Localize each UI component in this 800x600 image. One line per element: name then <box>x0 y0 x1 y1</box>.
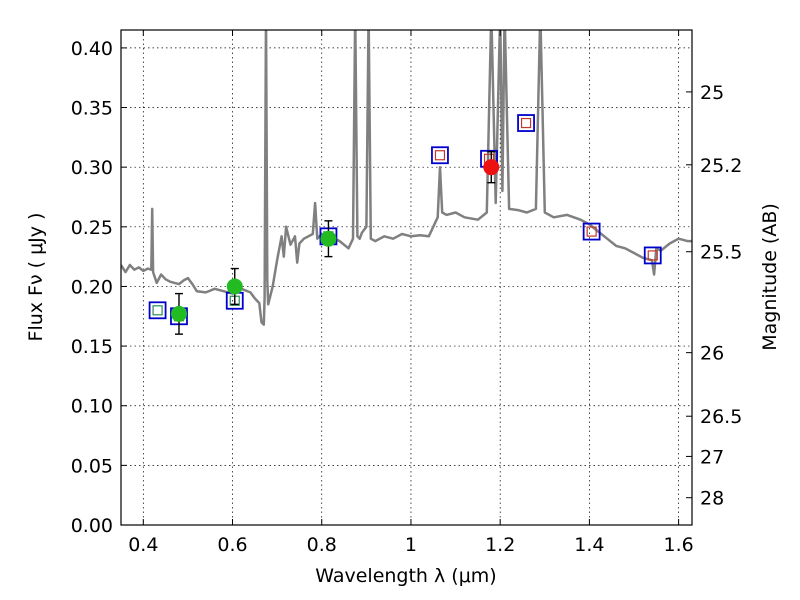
model-photometry-box <box>148 301 167 320</box>
x-tick-label: 1.4 <box>574 534 604 556</box>
box-inner <box>152 305 163 316</box>
x-tick-label: 1 <box>405 534 417 556</box>
y-tick-label: 0.30 <box>71 157 113 179</box>
y-tick-label: 0.25 <box>71 217 113 239</box>
model-photometry-box <box>517 114 535 132</box>
y-tick-label: 0.20 <box>71 276 113 298</box>
x-axis-label: Wavelength λ (μm) <box>315 565 496 587</box>
model-photometry-box <box>643 246 662 265</box>
y2-tick-label: 26 <box>700 343 724 365</box>
x-tick-label: 1.6 <box>664 534 694 556</box>
y-tick-label: 0.05 <box>71 455 113 477</box>
y-tick-label: 0.40 <box>71 38 113 60</box>
y-tick-label: 0.00 <box>71 515 113 537</box>
x-tick-label: 1.2 <box>485 534 515 556</box>
model-spectrum-line <box>121 30 692 326</box>
box-inner <box>647 250 658 261</box>
plot-frame <box>120 29 693 526</box>
y2-tick-label: 25.2 <box>700 155 742 177</box>
box-inner <box>520 117 532 129</box>
observed-marker <box>483 159 500 176</box>
model-photometry-box <box>582 222 601 241</box>
box-outer <box>582 222 601 241</box>
x-tick-label: 0.6 <box>217 534 247 556</box>
box-inner <box>434 150 446 161</box>
observed-point <box>483 150 500 184</box>
observed-marker <box>226 278 243 295</box>
observed-marker <box>320 230 337 247</box>
box-outer <box>517 114 535 132</box>
model-photometry-box <box>431 146 449 165</box>
x-tick-label: 0.8 <box>307 534 337 556</box>
box-outer <box>148 301 167 320</box>
y2-tick-label: 26.5 <box>700 406 742 428</box>
grid <box>121 30 692 526</box>
y2-tick-label: 25 <box>700 82 724 104</box>
y-axis-label: Flux Fν ( μJy ) <box>25 213 47 342</box>
observed-point <box>170 292 187 335</box>
y-tick-label: 0.10 <box>71 396 113 418</box>
y2-tick-label: 27 <box>700 446 724 468</box>
box-inner <box>586 226 597 237</box>
box-outer <box>643 246 662 265</box>
box-outer <box>431 146 449 165</box>
y2-axis-label: Magnitude (AB) <box>759 203 781 351</box>
y-tick-label: 0.15 <box>71 336 113 358</box>
x-tick-label: 0.4 <box>128 534 158 556</box>
observed-point <box>320 220 337 258</box>
plot-area <box>121 30 692 335</box>
y-tick-label: 0.35 <box>71 98 113 120</box>
y2-tick-label: 25.5 <box>700 242 742 264</box>
y2-tick-label: 28 <box>700 488 724 510</box>
observed-point <box>226 267 243 306</box>
observed-marker <box>170 305 187 322</box>
axis-ticks: 0.4 0.6 0.8 1 1.2 1.4 1.6 0.00 0.05 0.10 0.15 0.20 0… <box>71 30 742 556</box>
